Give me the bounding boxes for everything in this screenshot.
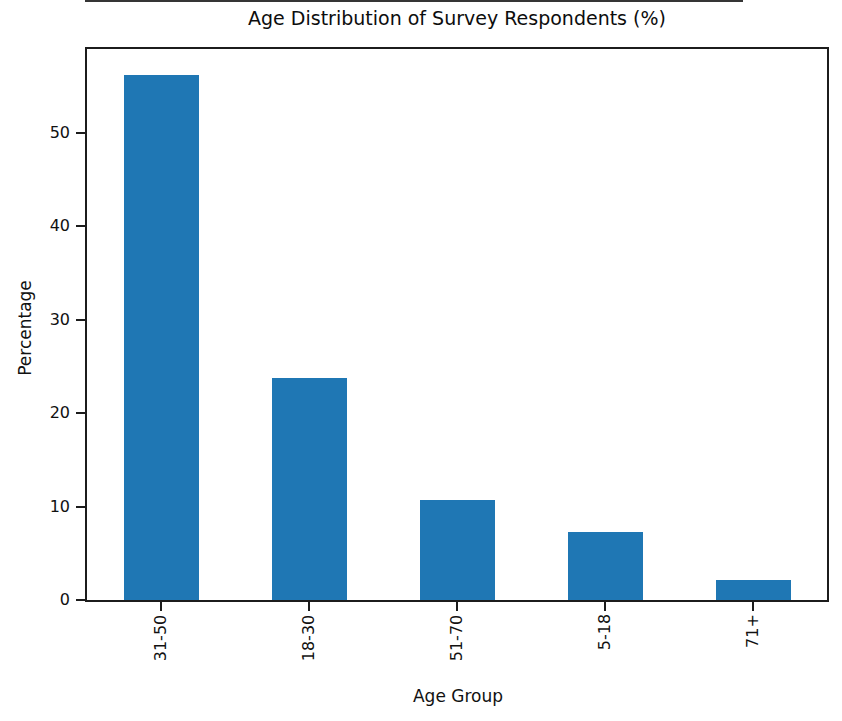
x-tick-label: 18-30 [299, 614, 319, 661]
x-tick-label: 51-70 [447, 614, 467, 661]
x-axis-label: Age Group [413, 686, 503, 706]
y-tick-mark [76, 599, 85, 601]
y-tick-label: 30 [20, 310, 70, 330]
y-tick-label: 0 [20, 590, 70, 610]
x-tick-mark [160, 602, 162, 611]
bar-71+ [716, 580, 791, 600]
x-tick-mark [456, 602, 458, 611]
y-tick-label: 10 [20, 497, 70, 517]
y-tick-mark [76, 225, 85, 227]
screenshot-edge-artifact [85, 0, 743, 2]
x-tick-label: 71+ [743, 614, 763, 648]
y-tick-mark [76, 506, 85, 508]
bar-31-50 [124, 75, 199, 600]
x-tick-label: 31-50 [151, 614, 171, 661]
bar-chart-figure: Age Distribution of Survey Respondents (… [0, 0, 842, 721]
y-tick-label: 50 [20, 123, 70, 143]
y-tick-mark [76, 412, 85, 414]
y-tick-mark [76, 132, 85, 134]
chart-title: Age Distribution of Survey Respondents (… [248, 7, 666, 29]
x-tick-mark [308, 602, 310, 611]
bar-51-70 [420, 500, 495, 600]
bar-5-18 [568, 532, 643, 600]
y-tick-label: 40 [20, 216, 70, 236]
x-tick-mark [604, 602, 606, 611]
x-tick-mark [752, 602, 754, 611]
x-tick-label: 5-18 [595, 614, 615, 650]
bar-18-30 [272, 378, 347, 600]
y-tick-label: 20 [20, 403, 70, 423]
plot-area [85, 47, 829, 602]
y-tick-mark [76, 319, 85, 321]
